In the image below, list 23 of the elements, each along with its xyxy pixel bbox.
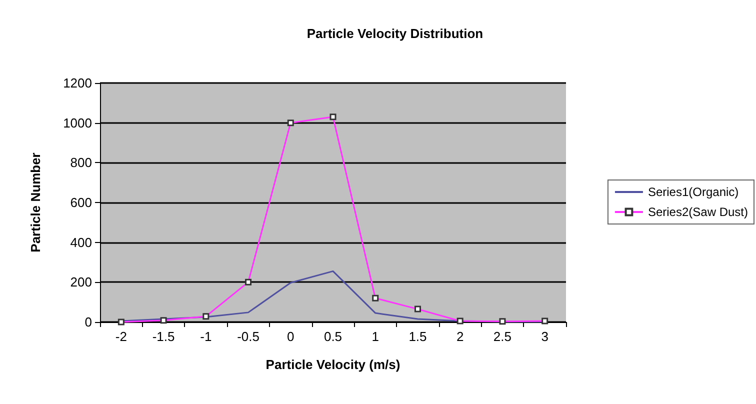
x-tick-label: -1 <box>200 329 212 344</box>
chart-title: Particle Velocity Distribution <box>306 26 484 41</box>
x-tick-label: 2.5 <box>493 329 512 344</box>
y-tick-label: 800 <box>70 155 92 170</box>
x-tick-label: 0.5 <box>324 329 342 344</box>
legend-label: Series1(Organic) <box>648 185 739 199</box>
x-tick-label: -2 <box>115 329 127 344</box>
x-tick-label: 3 <box>541 329 548 344</box>
y-tick-label: 600 <box>70 195 92 210</box>
x-tick-label: -0.5 <box>237 329 260 344</box>
x-tick-label: 0 <box>287 329 294 344</box>
y-tick-label: 0 <box>84 314 92 330</box>
x-tick-label: 1 <box>372 329 379 344</box>
y-axis-title: Particle Number <box>28 152 43 252</box>
x-axis-title: Particle Velocity (m/s) <box>266 357 400 372</box>
y-tick-label: 400 <box>70 234 92 250</box>
x-tick-label: -1.5 <box>152 329 175 344</box>
y-tick-label: 1200 <box>63 76 92 90</box>
y-tick-label: 1000 <box>63 115 92 130</box>
x-tick-label: 2 <box>456 329 464 344</box>
legend-label: Series2(Saw Dust) <box>648 205 748 219</box>
y-tick-label: 200 <box>70 274 92 290</box>
x-tick-label: 1.5 <box>408 329 427 344</box>
